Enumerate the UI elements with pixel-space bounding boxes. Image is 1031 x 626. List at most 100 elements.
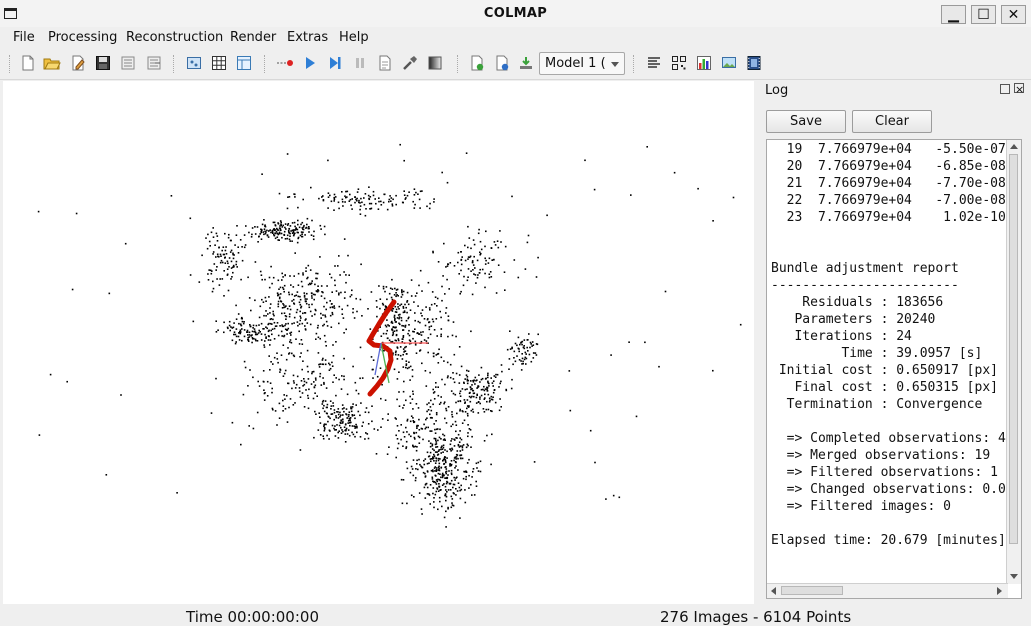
menu-render[interactable]: Render xyxy=(230,30,277,45)
point xyxy=(402,445,404,447)
point xyxy=(306,277,308,280)
point xyxy=(334,265,336,267)
point xyxy=(318,366,321,368)
import-model-icon[interactable] xyxy=(119,54,137,72)
point xyxy=(303,406,306,408)
point xyxy=(493,389,496,391)
point xyxy=(305,381,308,384)
grab-image-icon[interactable] xyxy=(670,54,688,72)
menu-extras[interactable]: Extras xyxy=(287,30,329,45)
feature-matching-icon[interactable] xyxy=(210,54,228,72)
automatic-reconstruction-icon[interactable] xyxy=(276,54,294,72)
log-vertical-thumb[interactable] xyxy=(1009,154,1018,544)
feature-extraction-icon[interactable] xyxy=(185,54,203,72)
point xyxy=(342,414,344,416)
model-viewer[interactable] xyxy=(3,81,754,604)
point xyxy=(220,259,223,262)
point xyxy=(391,328,393,331)
point xyxy=(411,468,414,470)
minimize-button[interactable]: ▁ xyxy=(941,5,966,24)
edit-project-icon[interactable] xyxy=(69,54,87,72)
menu-processing[interactable]: Processing xyxy=(48,30,118,45)
point xyxy=(430,460,432,463)
clear-log-button[interactable]: Clear xyxy=(852,110,932,133)
point xyxy=(532,352,535,354)
database-management-icon[interactable] xyxy=(235,54,253,72)
point xyxy=(360,197,362,200)
point xyxy=(475,480,477,483)
point xyxy=(273,229,276,232)
point xyxy=(461,388,464,390)
close-button[interactable]: ✕ xyxy=(1001,5,1026,24)
menu-reconstruction[interactable]: Reconstruction xyxy=(126,30,224,45)
pause-reconstruction-icon[interactable] xyxy=(351,54,369,72)
point xyxy=(457,400,459,403)
point xyxy=(434,466,437,468)
start-reconstruction-icon[interactable] xyxy=(301,54,319,72)
screenshot-icon[interactable] xyxy=(720,54,738,72)
point xyxy=(437,450,440,452)
scroll-up-icon[interactable] xyxy=(1010,144,1018,149)
point xyxy=(278,402,281,405)
reconstruction-stats-icon[interactable] xyxy=(468,54,486,72)
point xyxy=(451,502,453,504)
menu-file[interactable]: File xyxy=(13,30,35,45)
point xyxy=(346,304,349,307)
scroll-right-icon[interactable] xyxy=(997,587,1002,595)
point xyxy=(399,304,401,307)
new-project-icon[interactable] xyxy=(19,54,37,72)
point xyxy=(462,410,464,413)
save-project-icon[interactable] xyxy=(94,54,112,72)
point xyxy=(326,325,329,327)
model-select[interactable]: Model 1 ( xyxy=(539,52,625,75)
point xyxy=(479,268,481,271)
point xyxy=(408,329,410,332)
point xyxy=(450,495,453,498)
close-icon[interactable]: × xyxy=(1014,83,1025,96)
open-project-icon[interactable] xyxy=(43,54,61,72)
log-horizontal-thumb[interactable] xyxy=(781,586,843,595)
point xyxy=(497,264,500,266)
match-matrix-icon[interactable] xyxy=(493,54,511,72)
point xyxy=(302,231,304,234)
scroll-down-icon[interactable] xyxy=(1010,574,1018,579)
export-model-icon[interactable] xyxy=(145,54,163,72)
point xyxy=(233,265,235,268)
point xyxy=(260,231,263,234)
point xyxy=(284,306,286,308)
point xyxy=(317,352,320,354)
step-reconstruction-icon[interactable] xyxy=(326,54,344,72)
render-options-icon[interactable] xyxy=(645,54,663,72)
point xyxy=(329,273,331,275)
point xyxy=(468,474,470,477)
point xyxy=(458,446,461,448)
menu-help[interactable]: Help xyxy=(339,30,369,45)
point xyxy=(317,336,320,339)
log-icon[interactable] xyxy=(517,54,535,72)
point xyxy=(269,318,272,321)
point xyxy=(316,395,318,397)
point xyxy=(418,458,420,461)
point xyxy=(324,340,327,343)
log-horizontal-scrollbar[interactable] xyxy=(767,583,1008,598)
point xyxy=(249,369,251,371)
point xyxy=(269,382,272,384)
save-log-button[interactable]: Save xyxy=(766,110,846,133)
log-vertical-scrollbar[interactable] xyxy=(1006,140,1021,584)
point xyxy=(449,443,452,446)
reset-reconstruction-icon[interactable] xyxy=(376,54,394,72)
dense-reconstruction-icon[interactable] xyxy=(426,54,444,72)
float-icon[interactable] xyxy=(1000,84,1010,94)
log-output[interactable]: 19 7.766979e+04 -5.50e-07 20 7.766979e+0… xyxy=(766,139,1022,599)
point xyxy=(281,226,284,228)
point xyxy=(287,382,289,385)
stats-chart-icon[interactable] xyxy=(695,54,713,72)
point xyxy=(279,227,282,230)
bundle-adjustment-icon[interactable] xyxy=(401,54,419,72)
point xyxy=(192,320,195,323)
grab-movie-icon[interactable] xyxy=(745,54,763,72)
point-cloud-canvas[interactable] xyxy=(3,81,754,604)
maximize-button[interactable]: ☐ xyxy=(971,5,996,24)
scroll-left-icon[interactable] xyxy=(771,587,776,595)
point xyxy=(276,358,279,360)
